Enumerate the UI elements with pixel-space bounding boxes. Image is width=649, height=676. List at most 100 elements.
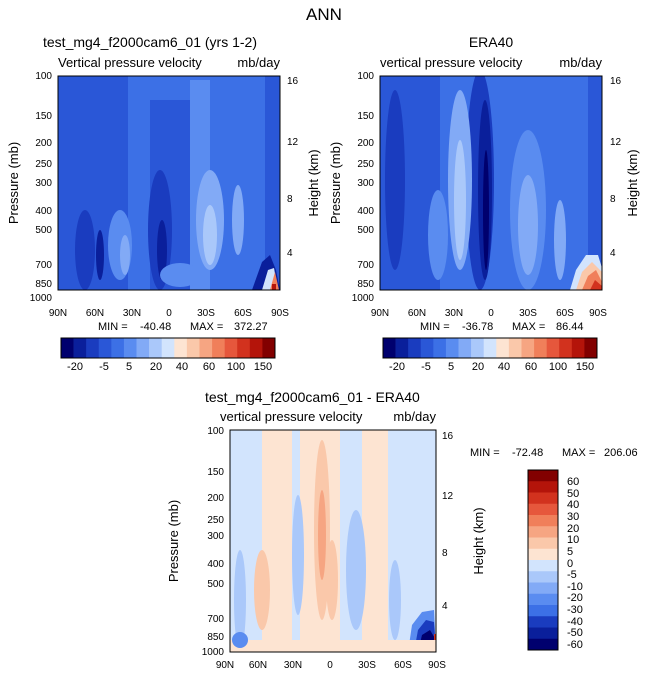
colorbar-swatch [571,338,585,358]
colorbar-border [382,337,598,359]
y-tick-right: 8 [442,548,448,559]
stat-max-value: 372.27 [234,321,268,333]
colorbar-swatch [199,338,213,358]
y-tick: 300 [357,178,374,189]
colorbar-label: 40 [176,361,188,373]
x-tick: 0 [166,308,172,319]
x-tick: 60S [556,308,574,319]
colorbar-label: 0 [567,558,573,570]
panel-3-units: mb/day [393,409,436,424]
panel-1-colorbar-labels: -20 -5 5 20 40 60 100 150 [67,361,272,373]
colorbar-label: 20 [472,361,484,373]
colorbar-swatch [98,338,112,358]
y-tick: 700 [35,260,52,271]
colorbar-label: 20 [567,523,579,535]
panel-2-yticks: 100 150 200 250 300 400 500 700 850 1000 [352,71,375,304]
panel-1-yticks-right: 16 12 8 4 [287,76,299,259]
colorbar-swatch [528,593,558,606]
colorbar-swatch [528,492,558,505]
panel-3-ylabel: Pressure (mb) [166,500,181,582]
colorbar-label: 40 [567,499,579,511]
colorbar-swatch [528,605,558,617]
panel-2-ylabel: Pressure (mb) [328,142,343,224]
colorbar-swatch [528,526,558,538]
colorbar-label: 5 [448,361,454,373]
colorbar-swatch [559,338,573,358]
x-tick: 90S [271,308,289,319]
colorbar-swatch [528,503,558,516]
stat-max-value: 86.44 [556,321,584,333]
colorbar-swatch [528,638,558,651]
colorbar-swatch [528,560,558,572]
colorbar-label: -60 [567,639,583,651]
panel-2-yticks-right: 16 12 8 4 [610,76,622,259]
stat-max-label: MAX = [562,447,595,459]
y-tick-right: 16 [442,431,454,442]
x-tick: 0 [488,308,494,319]
y-tick: 100 [207,426,224,437]
x-tick: 30N [445,308,463,319]
colorbar-label: 60 [525,361,537,373]
colorbar-label: -30 [567,604,583,616]
figure-title: ANN [306,5,342,24]
y-tick: 250 [207,515,224,526]
colorbar-label: 10 [567,534,579,546]
y-tick: 150 [35,111,52,122]
y-tick-right: 12 [442,491,454,502]
colorbar-swatch [149,338,163,358]
colorbar-swatch [483,338,497,358]
colorbar-swatch [471,338,485,358]
panel-1: test_mg4_f2000cam6_01 (yrs 1-2) Vertical… [6,34,321,373]
colorbar-label: -20 [389,361,405,373]
x-tick: 60S [234,308,252,319]
panel-3-yticks: 100 150 200 250 300 400 500 700 850 1000 [202,426,225,658]
colorbar-swatch [123,338,137,358]
y-tick-right: 8 [287,194,293,205]
panel-2-ylabel-right: Height (km) [625,149,640,216]
y-tick-right: 8 [610,194,616,205]
colorbar-label: 60 [203,361,215,373]
y-tick: 1000 [202,647,225,658]
colorbar-swatch [528,515,558,527]
panel-3-stats: MIN = -72.48 MAX = 206.06 [470,447,638,459]
y-tick: 300 [35,178,52,189]
y-tick: 1000 [30,293,53,304]
x-tick: 90S [428,660,446,671]
x-tick: 30S [358,660,376,671]
stat-min-label: MIN = [420,321,450,333]
colorbar-label: 50 [567,488,579,500]
x-tick: 60S [394,660,412,671]
colorbar-label: 100 [549,361,567,373]
colorbar-swatch [528,470,558,482]
colorbar-label: 40 [498,361,510,373]
y-tick-right: 16 [287,76,299,87]
y-tick: 500 [35,225,52,236]
colorbar-swatch [528,616,558,628]
colorbar-swatch [420,338,434,358]
colorbar-swatch [383,338,396,358]
colorbar-label: 30 [567,511,579,523]
stat-min-label: MIN = [470,447,500,459]
panel-3-colorbar [527,469,559,651]
x-tick: 90N [371,308,389,319]
panel-2-stats: MIN = -36.78 MAX = 86.44 [420,321,584,333]
panel-3-title: test_mg4_f2000cam6_01 - ERA40 [205,389,420,405]
stat-max-value: 206.06 [604,447,638,459]
colorbar-swatch [433,338,447,358]
panel-1-subtitle: Vertical pressure velocity [58,55,202,70]
panel-2-units: mb/day [559,55,602,70]
y-tick-right: 4 [442,601,448,612]
colorbar-swatch [458,338,472,358]
colorbar-label: 150 [254,361,272,373]
panel-2-subtitle: vertical pressure velocity [380,55,523,70]
colorbar-swatch [161,338,175,358]
y-tick: 400 [35,206,52,217]
colorbar-label: -50 [567,627,583,639]
panel-1-ylabel: Pressure (mb) [6,142,21,224]
colorbar-swatch [186,338,200,358]
panel-3-field [230,430,436,652]
colorbar-swatch [212,338,225,358]
colorbar-swatch [395,338,409,358]
x-tick: 30N [123,308,141,319]
